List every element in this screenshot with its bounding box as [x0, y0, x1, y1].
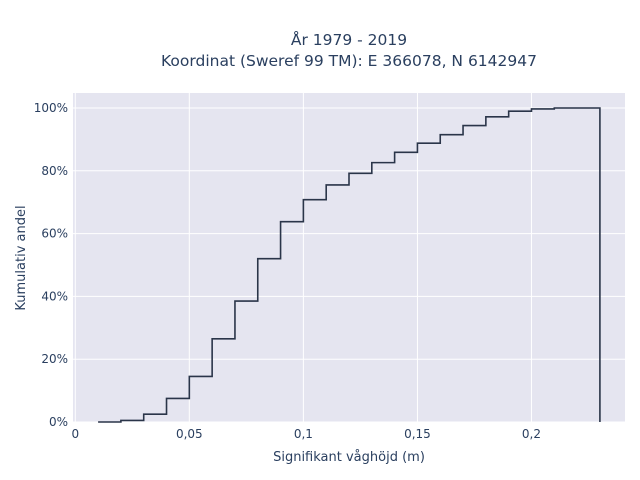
y-axis-title: Kumulativ andel: [14, 205, 29, 310]
x-tick-label: 0,05: [176, 427, 203, 441]
y-axis-ticks: 0% 20% 40% 60% 80% 100%: [34, 101, 68, 429]
y-tick-label: 40%: [41, 289, 68, 303]
y-tick-label: 80%: [41, 164, 68, 178]
x-tick-label: 0: [71, 427, 79, 441]
y-tick-label: 60%: [41, 227, 68, 241]
x-axis-ticks: 0 0,05 0,1 0,15 0,2: [71, 427, 541, 441]
plot-area: [73, 93, 625, 422]
x-tick-label: 0,15: [404, 427, 431, 441]
cumulative-distribution-line: [98, 107, 601, 423]
y-tick-label: 20%: [41, 352, 68, 366]
chart-title-line-2: Koordinat (Sweref 99 TM): E 366078, N 61…: [161, 52, 537, 70]
y-tick-label: 100%: [34, 101, 68, 115]
x-axis-title: Signifikant våghöjd (m): [273, 450, 425, 465]
chart-title-line-1: År 1979 - 2019: [291, 30, 407, 49]
grid: [73, 93, 625, 423]
x-tick-label: 0,2: [522, 427, 541, 441]
y-tick-label: 0%: [49, 415, 68, 429]
x-tick-label: 0,1: [294, 427, 313, 441]
